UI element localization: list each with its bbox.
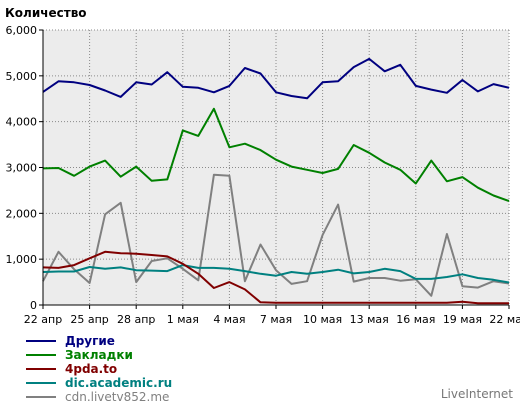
series-line-5 <box>42 173 510 297</box>
x-tick-label: 10 мая <box>303 313 342 326</box>
series-line-3 <box>42 250 509 305</box>
credit-text: LiveInternet <box>441 387 513 401</box>
x-tick-label: 16 мая <box>396 313 435 326</box>
x-tick-label: 1 мая <box>167 313 199 326</box>
x-tick-label: 25 апр <box>70 313 108 326</box>
legend-label-3: 4pda.to <box>65 362 117 376</box>
y-tick-label: 1,000 <box>6 253 38 266</box>
series-line-2 <box>42 107 510 202</box>
x-tick-label: 4 мая <box>213 313 245 326</box>
legend-label-1: Другие <box>65 334 115 348</box>
y-tick-label: 6,000 <box>6 24 38 37</box>
series-line-1 <box>42 57 510 100</box>
y-tick-label: 4,000 <box>6 116 38 129</box>
x-tick-label: 22 мая <box>489 313 520 326</box>
x-tick-label: 28 апр <box>117 313 155 326</box>
legend-label-5: cdn.livetv852.me <box>65 390 169 404</box>
grid <box>43 29 510 305</box>
series-lines <box>42 57 510 305</box>
series-line-4 <box>42 264 510 284</box>
legend: ДругиеЗакладки4pda.todic.academic.rucdn.… <box>26 334 172 404</box>
x-tick-label: 7 мая <box>260 313 292 326</box>
legend-label-2: Закладки <box>65 348 133 362</box>
x-tick-label: 22 апр <box>24 313 62 326</box>
x-tick-label: 13 мая <box>350 313 389 326</box>
y-ticks: 0 1,000 2,000 3,000 4,000 5,000 6,000 <box>6 24 43 312</box>
y-tick-label: 2,000 <box>6 207 38 220</box>
y-tick-label: 5,000 <box>6 70 38 83</box>
y-tick-label: 3,000 <box>6 162 38 175</box>
y-axis-label: Количество <box>5 6 87 20</box>
x-tick-label: 19 мая <box>443 313 482 326</box>
legend-label-4: dic.academic.ru <box>65 376 172 390</box>
x-ticks: 22 апр 25 апр 28 апр 1 мая 4 мая 7 мая 10 мая 1… <box>24 305 520 326</box>
y-tick-label: 0 <box>30 299 37 312</box>
